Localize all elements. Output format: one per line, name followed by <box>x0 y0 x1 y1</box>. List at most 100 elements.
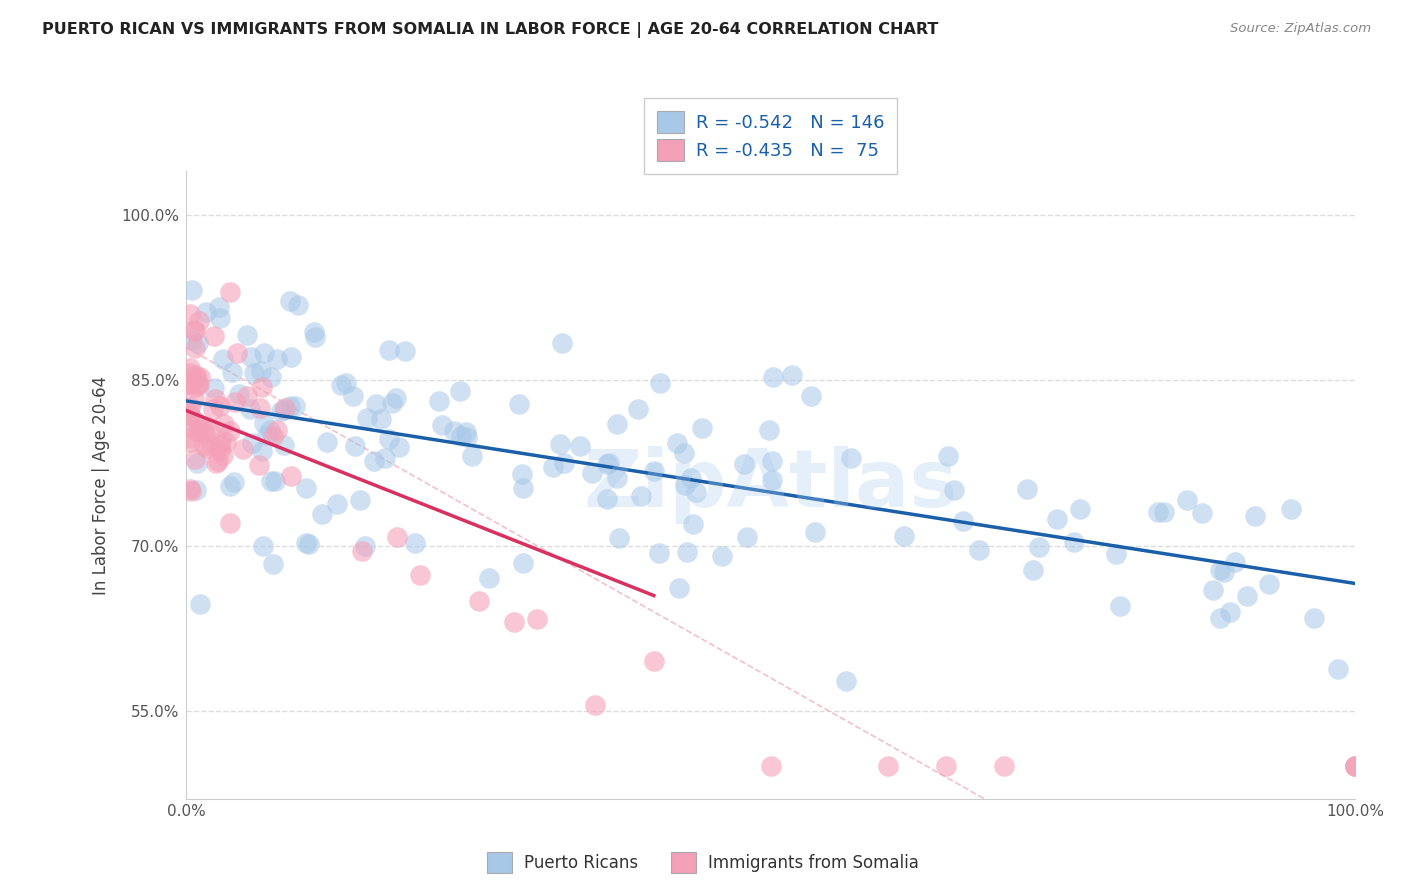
Point <box>270 404 292 418</box>
Point <box>1147 505 1170 519</box>
Point <box>209 399 232 413</box>
Point <box>1046 512 1069 526</box>
Point <box>256 428 278 442</box>
Point <box>800 388 823 402</box>
Point <box>666 435 689 450</box>
Point <box>208 438 231 452</box>
Point <box>1344 759 1367 773</box>
Point <box>240 350 263 364</box>
Point <box>762 369 785 384</box>
Point <box>186 335 208 350</box>
Point <box>295 536 318 550</box>
Point <box>316 435 339 450</box>
Point <box>467 593 489 607</box>
Point <box>183 324 205 338</box>
Point <box>1209 563 1232 577</box>
Point <box>183 323 205 337</box>
Point <box>294 482 316 496</box>
Point <box>606 417 628 431</box>
Point <box>224 395 246 409</box>
Point <box>681 471 703 485</box>
Point <box>583 698 606 713</box>
Point <box>541 460 564 475</box>
Point <box>259 423 281 437</box>
Point <box>648 546 671 560</box>
Point <box>187 425 209 439</box>
Point <box>893 529 915 543</box>
Point <box>242 366 264 380</box>
Point <box>188 597 211 611</box>
Point <box>374 450 396 465</box>
Point <box>364 397 387 411</box>
Point <box>212 417 235 431</box>
Point <box>1069 502 1091 516</box>
Point <box>569 439 592 453</box>
Point <box>508 397 530 411</box>
Point <box>596 457 619 471</box>
Point <box>236 327 259 342</box>
Point <box>278 293 301 308</box>
Point <box>252 380 274 394</box>
Point <box>1303 611 1326 625</box>
Point <box>385 391 408 405</box>
Point <box>1257 577 1279 591</box>
Text: Source: ZipAtlas.com: Source: ZipAtlas.com <box>1230 22 1371 36</box>
Point <box>179 400 201 414</box>
Point <box>378 343 401 358</box>
Point <box>606 471 628 485</box>
Point <box>673 477 696 491</box>
Point <box>581 466 603 480</box>
Point <box>311 507 333 521</box>
Point <box>184 483 207 497</box>
Point <box>478 571 501 585</box>
Point <box>804 525 827 540</box>
Point <box>228 387 250 401</box>
Point <box>710 549 733 563</box>
Point <box>188 420 211 434</box>
Point <box>627 402 650 417</box>
Point <box>461 449 484 463</box>
Point <box>735 530 758 544</box>
Point <box>761 454 783 468</box>
Point <box>186 370 208 384</box>
Point <box>195 442 218 456</box>
Point <box>207 454 229 468</box>
Point <box>993 759 1015 773</box>
Point <box>1028 540 1050 554</box>
Point <box>759 759 782 773</box>
Point <box>249 401 271 415</box>
Point <box>449 384 471 399</box>
Point <box>262 558 284 572</box>
Point <box>181 333 204 347</box>
Point <box>643 654 665 668</box>
Point <box>350 544 373 558</box>
Point <box>253 417 276 431</box>
Point <box>280 350 302 364</box>
Point <box>512 481 534 495</box>
Point <box>427 394 450 409</box>
Point <box>349 492 371 507</box>
Point <box>363 454 385 468</box>
Point <box>685 485 707 500</box>
Point <box>404 536 426 550</box>
Point <box>183 392 205 406</box>
Point <box>183 379 205 393</box>
Point <box>942 483 965 498</box>
Point <box>967 543 990 558</box>
Point <box>179 408 201 422</box>
Point <box>1175 492 1198 507</box>
Y-axis label: In Labor Force | Age 20-64: In Labor Force | Age 20-64 <box>93 376 110 595</box>
Point <box>263 474 285 488</box>
Point <box>179 307 201 321</box>
Point <box>219 285 242 300</box>
Point <box>758 423 780 437</box>
Point <box>675 545 697 559</box>
Legend: R = -0.542   N = 146, R = -0.435   N =  75: R = -0.542 N = 146, R = -0.435 N = 75 <box>644 98 897 174</box>
Point <box>266 423 288 437</box>
Point <box>183 422 205 436</box>
Point <box>273 402 295 417</box>
Point <box>342 389 364 403</box>
Point <box>1236 589 1258 603</box>
Point <box>510 467 533 482</box>
Point <box>194 425 217 440</box>
